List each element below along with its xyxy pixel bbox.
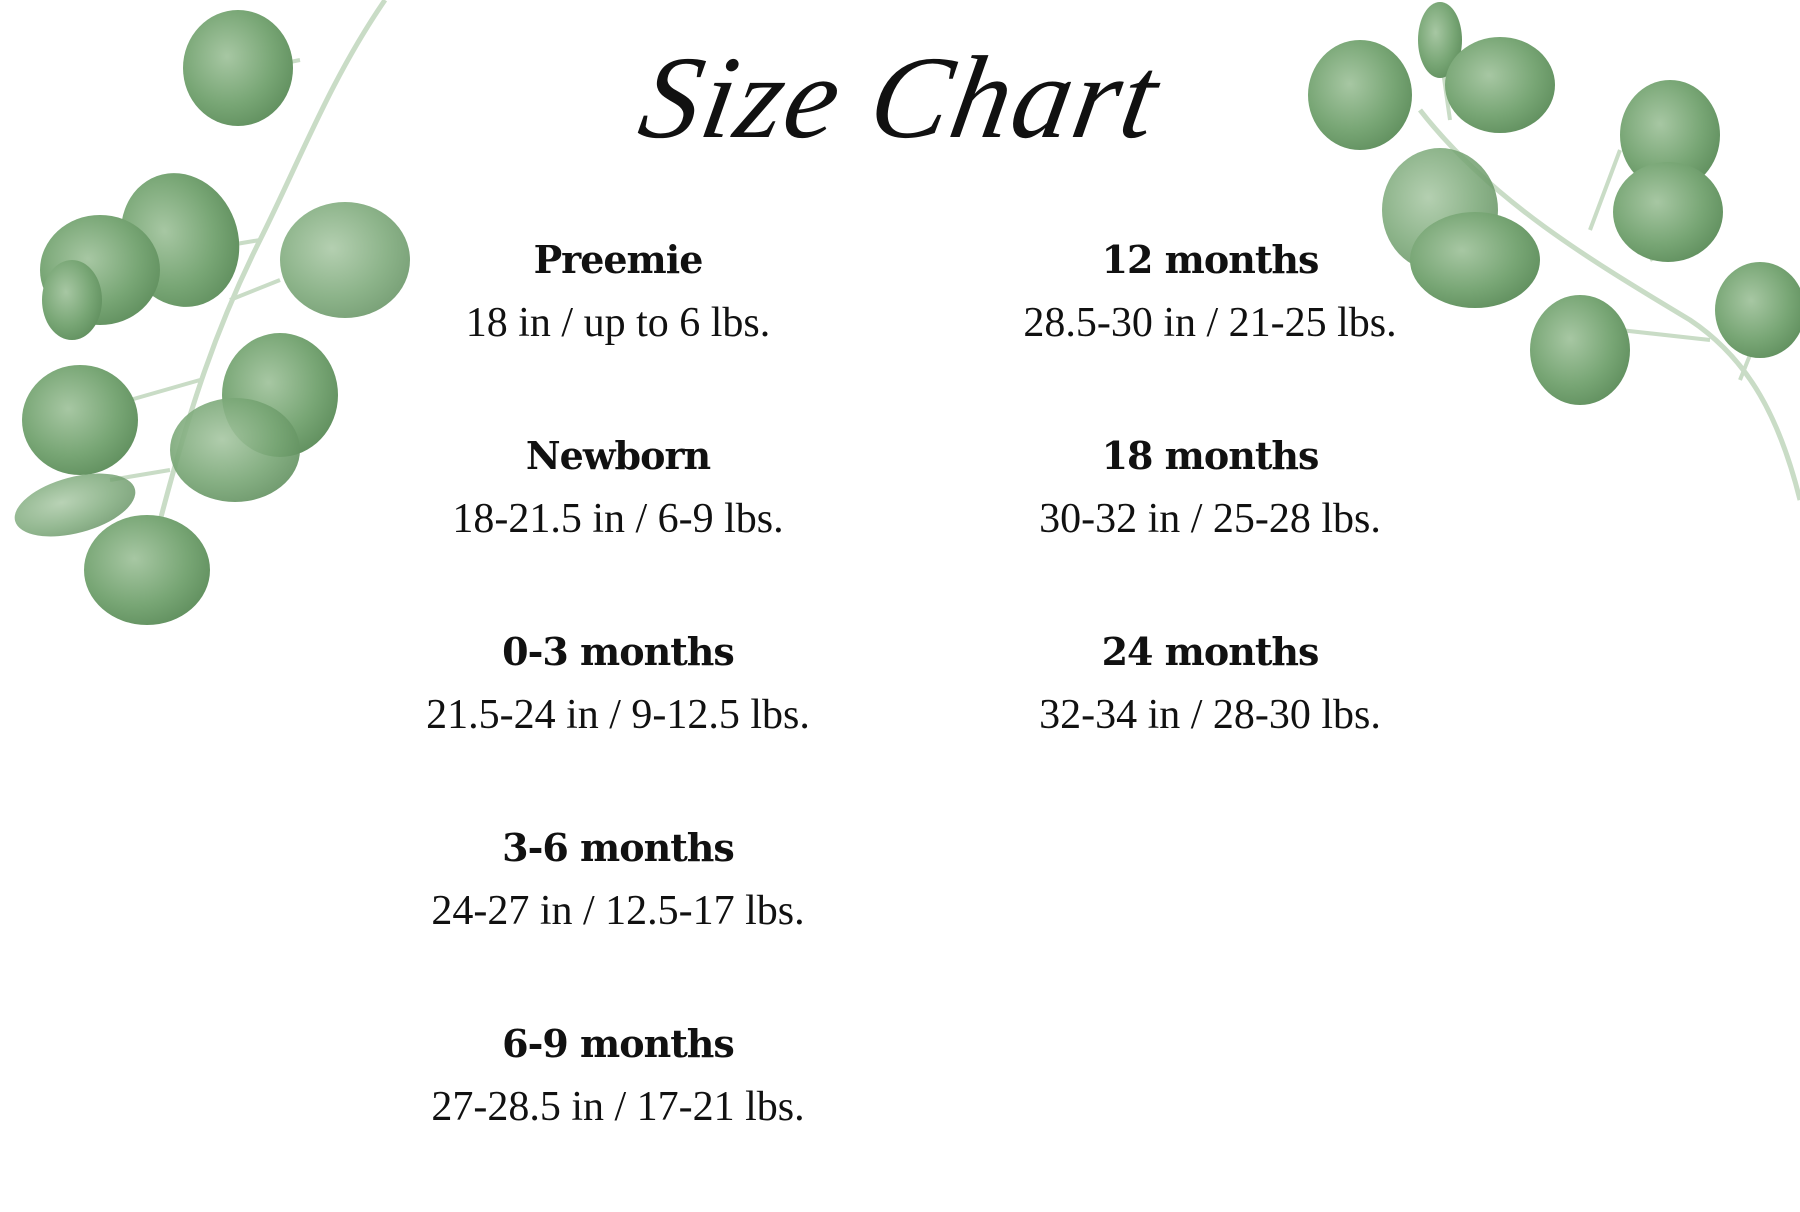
size-entry: Preemie 18 in / up to 6 lbs. (318, 232, 918, 428)
page-title: Size Chart (631, 32, 1170, 163)
size-label: 18 months (1101, 433, 1320, 478)
size-measurement: 24-27 in / 12.5-17 lbs. (431, 888, 805, 934)
size-label: 3-6 months (502, 825, 735, 870)
size-measurement: 32-34 in / 28-30 lbs. (1039, 692, 1381, 738)
size-measurement: 27-28.5 in / 17-21 lbs. (431, 1084, 805, 1130)
size-measurement: 28.5-30 in / 21-25 lbs. (1023, 300, 1397, 346)
size-column-right: 12 months 28.5-30 in / 21-25 lbs. 18 mont… (910, 232, 1510, 820)
size-label: 0-3 months (502, 629, 735, 674)
size-entry: 18 months 30-32 in / 25-28 lbs. (910, 428, 1510, 624)
size-label: Newborn (525, 433, 711, 478)
size-measurement: 18-21.5 in / 6-9 lbs. (452, 496, 784, 542)
size-column-left: Preemie 18 in / up to 6 lbs. Newborn 18-21… (318, 232, 918, 1212)
size-measurement: 30-32 in / 25-28 lbs. (1039, 496, 1381, 542)
size-entry: Newborn 18-21.5 in / 6-9 lbs. (318, 428, 918, 624)
size-entry: 24 months 32-34 in / 28-30 lbs. (910, 624, 1510, 820)
size-measurement: 21.5-24 in / 9-12.5 lbs. (426, 692, 810, 738)
size-label: 24 months (1101, 629, 1320, 674)
eucalyptus-branch-right-icon (1308, 2, 1800, 501)
size-entry: 6-9 months 27-28.5 in / 17-21 lbs. (318, 1016, 918, 1212)
size-entry: 12 months 28.5-30 in / 21-25 lbs. (910, 232, 1510, 428)
size-label: 12 months (1101, 237, 1320, 282)
size-label: Preemie (533, 237, 704, 282)
size-measurement: 18 in / up to 6 lbs. (465, 300, 771, 346)
eucalyptus-branch-left-icon (14, 0, 410, 625)
size-entry: 3-6 months 24-27 in / 12.5-17 lbs. (318, 820, 918, 1016)
size-entry: 0-3 months 21.5-24 in / 9-12.5 lbs. (318, 624, 918, 820)
size-label: 6-9 months (502, 1021, 735, 1066)
